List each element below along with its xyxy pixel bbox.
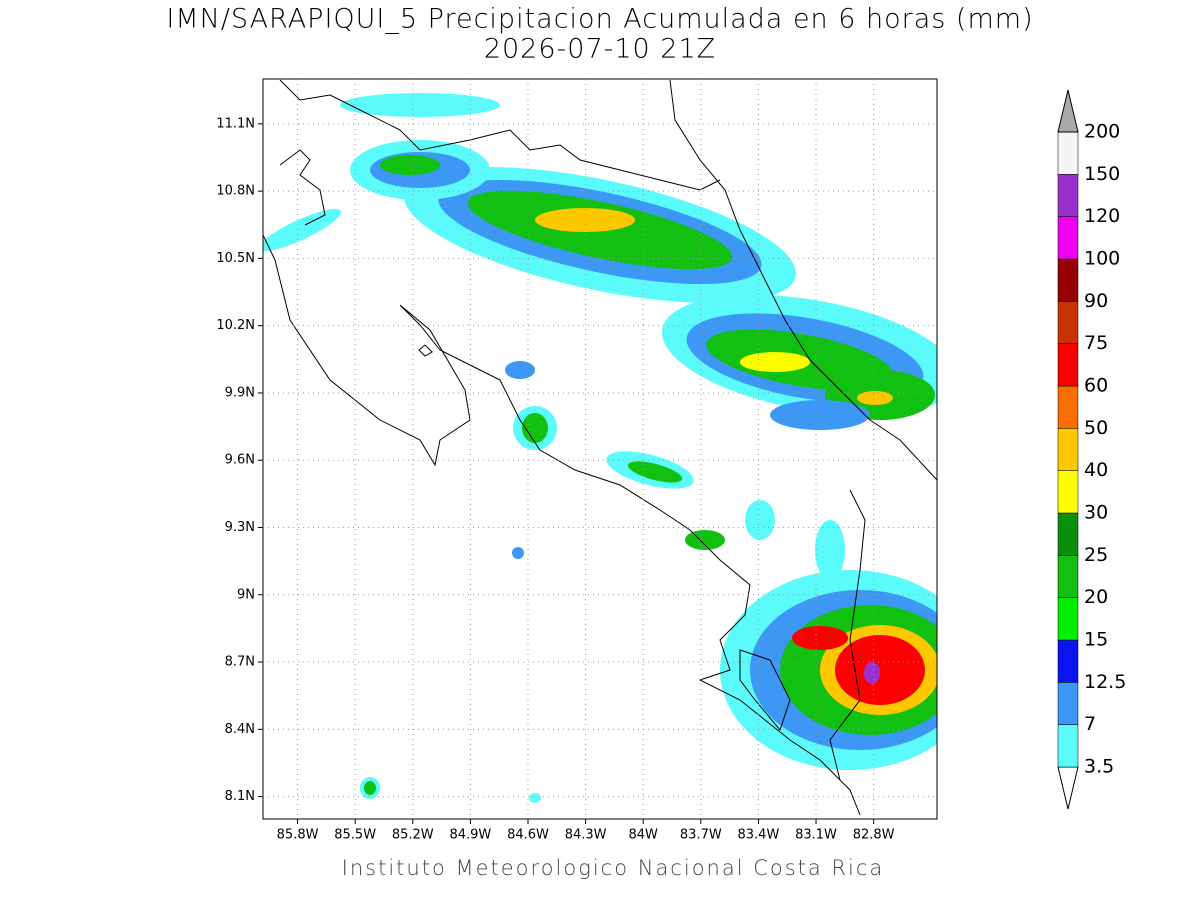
colorbar-label: 100 <box>1084 248 1120 270</box>
colorbar-label: 50 <box>1084 417 1108 439</box>
colorbar-label: 90 <box>1084 290 1108 312</box>
colorbar-label: 75 <box>1084 332 1108 354</box>
x-tick-label: 84W <box>629 828 659 843</box>
x-tick-label: 85.8W <box>277 828 319 843</box>
colorbar-label: 150 <box>1084 163 1120 185</box>
colorbar-box <box>1057 597 1079 641</box>
y-tick-label: 10.5N <box>216 251 255 266</box>
y-tick-label: 8.4N <box>225 722 255 737</box>
colorbar-box <box>1057 512 1079 556</box>
colorbar-label: 7 <box>1084 713 1096 735</box>
x-tick-label: 85.5W <box>334 828 376 843</box>
x-tick-label: 84.3W <box>565 828 607 843</box>
colorbar-label: 40 <box>1084 459 1108 481</box>
y-tick-label: 9.3N <box>225 520 255 535</box>
y-tick-label: 8.1N <box>225 789 255 804</box>
colorbar-box <box>1057 682 1079 725</box>
colorbar-box <box>1057 428 1079 471</box>
colorbar-label: 12.5 <box>1084 671 1126 693</box>
y-tick-label: 10.2N <box>216 318 255 333</box>
colorbar-label: 20 <box>1084 586 1108 608</box>
colorbar-box <box>1057 258 1079 302</box>
colorbar-box <box>1057 301 1079 344</box>
colorbar-arrow-high <box>1057 89 1079 133</box>
colorbar-label: 120 <box>1084 205 1120 227</box>
coastlines <box>263 79 937 816</box>
x-tick-label: 83.7W <box>680 828 722 843</box>
x-tick-label: 85.2W <box>392 828 434 843</box>
colorbar-label: 30 <box>1084 502 1108 524</box>
x-tick-label: 84.6W <box>507 828 549 843</box>
y-tick-label: 9N <box>237 587 255 602</box>
colorbar-box <box>1057 216 1079 260</box>
precipitation-field <box>263 93 937 803</box>
colorbar-box <box>1057 385 1079 429</box>
y-tick-label: 10.8N <box>216 184 255 199</box>
x-tick-label: 83.4W <box>738 828 780 843</box>
colorbar-box <box>1057 470 1079 514</box>
colorbar-box <box>1057 639 1079 683</box>
colorbar-label: 15 <box>1084 629 1108 651</box>
colorbar-label: 3.5 <box>1084 756 1114 778</box>
colorbar-box <box>1057 174 1079 217</box>
x-tick-label: 83.1W <box>795 828 837 843</box>
title: IMN/SARAPIQUI_5 Precipitacion Acumulada … <box>166 4 1033 35</box>
y-tick-label: 8.7N <box>225 655 255 670</box>
colorbar-box <box>1057 555 1079 598</box>
colorbar-label: 60 <box>1084 375 1108 397</box>
colorbar-label: 200 <box>1084 121 1120 143</box>
map-frame <box>262 78 938 820</box>
x-tick-label: 84.9W <box>449 828 491 843</box>
colorbar-label: 25 <box>1084 544 1108 566</box>
y-tick-label: 9.6N <box>225 453 255 468</box>
x-tick-label: 82.8W <box>853 828 895 843</box>
colorbar-box <box>1057 343 1079 387</box>
y-tick-label: 9.9N <box>225 385 255 400</box>
credit: Instituto Meteorologico Nacional Costa R… <box>342 856 885 880</box>
y-tick-label: 11.1N <box>216 116 255 131</box>
subtitle: 2026-07-10 21Z <box>484 34 716 65</box>
colorbar-box <box>1057 131 1079 175</box>
colorbar-box <box>1057 724 1079 768</box>
colorbar-arrow-low <box>1057 766 1079 810</box>
